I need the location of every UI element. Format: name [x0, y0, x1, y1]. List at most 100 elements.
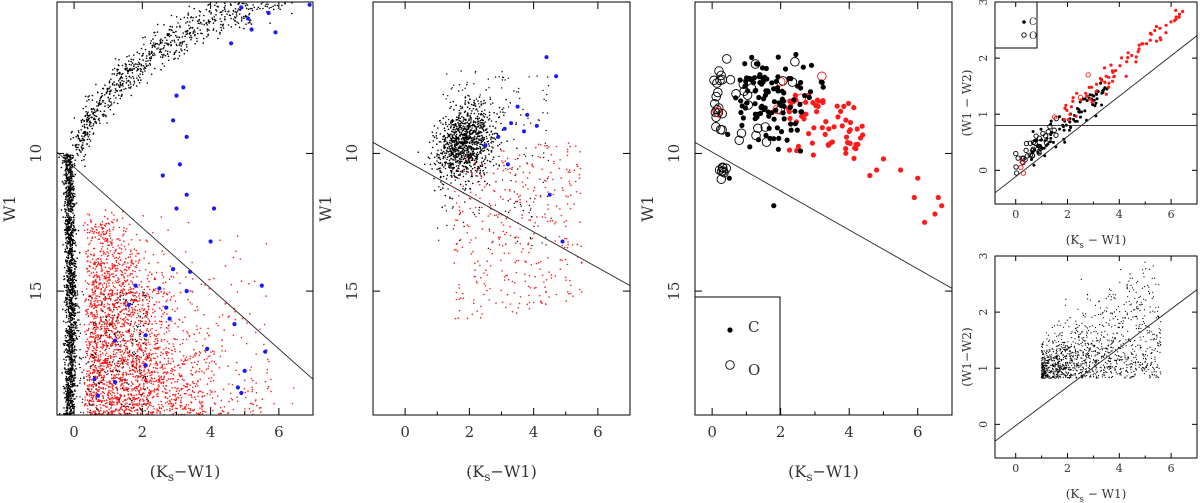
red-point — [163, 253, 165, 256]
red-point — [91, 289, 94, 291]
red-point — [112, 294, 114, 296]
black-point — [152, 38, 154, 40]
black-point — [211, 17, 213, 19]
black-point — [70, 369, 72, 371]
black-point — [65, 316, 68, 318]
black-point — [64, 200, 66, 203]
red-point — [92, 349, 94, 352]
black-point — [69, 289, 71, 291]
red-point — [234, 318, 237, 321]
black-point — [70, 205, 72, 207]
black-point — [65, 167, 68, 169]
black-point — [185, 33, 187, 36]
red-point — [85, 309, 87, 312]
red-point — [90, 221, 93, 223]
red-point — [145, 310, 147, 313]
red-point — [250, 411, 252, 413]
red-point — [100, 293, 103, 295]
red-point — [86, 282, 88, 284]
black-point — [68, 164, 70, 167]
red-point — [150, 358, 152, 360]
black-point — [85, 110, 87, 113]
red-point — [189, 355, 192, 358]
red-point — [166, 352, 168, 355]
red-point — [249, 402, 252, 405]
red-point — [199, 412, 202, 414]
red-point — [109, 293, 112, 295]
red-point — [135, 365, 138, 367]
black-point — [167, 59, 170, 62]
black-point — [161, 42, 163, 44]
black-point — [65, 356, 67, 359]
black-point — [68, 263, 71, 265]
red-point — [147, 402, 150, 404]
black-point — [159, 49, 162, 51]
black-point — [101, 92, 103, 95]
red-point — [85, 340, 87, 343]
red-point — [103, 272, 106, 275]
red-point — [112, 401, 114, 404]
red-point — [111, 290, 113, 292]
black-point — [159, 41, 162, 44]
red-point — [198, 351, 201, 353]
black-point — [62, 320, 65, 323]
red-point — [138, 331, 141, 334]
black-point — [73, 326, 75, 329]
red-point — [159, 410, 161, 413]
red-point — [166, 392, 169, 394]
red-point — [157, 409, 160, 412]
red-point — [94, 324, 96, 326]
red-point — [169, 389, 171, 392]
red-point — [101, 323, 103, 326]
black-point — [126, 80, 128, 82]
black-point — [72, 352, 74, 355]
red-point — [142, 309, 145, 312]
red-point — [103, 303, 105, 306]
black-point — [125, 63, 127, 66]
black-point — [64, 413, 66, 415]
black-point — [70, 305, 73, 308]
black-point — [107, 106, 110, 109]
black-point — [199, 22, 201, 25]
black-point — [108, 105, 111, 107]
black-point — [72, 154, 74, 157]
black-point — [114, 88, 117, 90]
red-point — [155, 322, 158, 325]
black-point — [67, 270, 69, 273]
black-point — [71, 246, 74, 249]
red-point — [84, 331, 86, 333]
black-point — [74, 203, 76, 205]
black-point — [177, 39, 179, 41]
black-point — [110, 78, 112, 80]
red-point — [232, 408, 235, 411]
red-point — [103, 326, 106, 328]
red-point — [118, 321, 120, 324]
black-point — [70, 313, 72, 315]
red-point — [124, 356, 126, 359]
red-point — [104, 358, 106, 361]
black-point — [72, 206, 74, 208]
black-point — [122, 85, 124, 87]
black-point — [211, 18, 214, 21]
red-point — [108, 282, 110, 284]
black-point — [72, 271, 75, 274]
black-point — [67, 276, 69, 279]
black-point — [70, 303, 73, 306]
black-point — [66, 178, 68, 180]
red-point — [210, 351, 212, 353]
red-point — [116, 340, 119, 343]
red-point — [92, 323, 95, 326]
red-point — [163, 291, 166, 293]
red-point — [117, 312, 119, 315]
black-point — [88, 138, 91, 141]
red-point — [106, 255, 109, 257]
red-point — [113, 374, 115, 376]
black-point — [64, 191, 67, 194]
red-point — [110, 410, 113, 412]
red-point — [163, 311, 166, 314]
red-point — [90, 239, 93, 242]
red-point — [173, 398, 175, 401]
red-point — [104, 306, 106, 308]
black-point — [65, 237, 68, 239]
red-point — [90, 230, 92, 232]
